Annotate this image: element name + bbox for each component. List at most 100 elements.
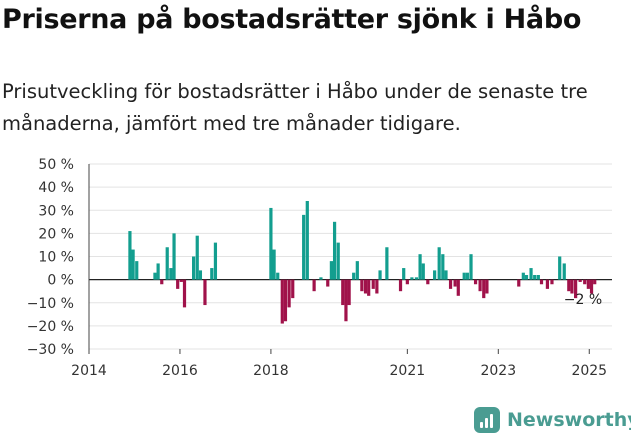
bar xyxy=(182,279,187,308)
bar xyxy=(371,279,375,289)
bar-chart: 50 % 40 % 30 % 20 % 10 % 0 % −10 % −20 % −30 % 20… xyxy=(27,157,612,379)
bar xyxy=(536,275,540,280)
bar xyxy=(287,279,291,308)
bar xyxy=(195,235,199,280)
bar xyxy=(355,261,359,280)
bar xyxy=(478,279,482,292)
bar xyxy=(410,277,414,280)
x-tick-label: 2016 xyxy=(162,363,198,379)
bar xyxy=(570,279,574,294)
y-tick-label: 50 % xyxy=(38,157,74,173)
bar xyxy=(462,272,466,280)
bar xyxy=(291,279,295,299)
bar xyxy=(402,268,406,280)
bar xyxy=(276,272,280,280)
bar xyxy=(465,272,469,280)
y-tick-label: 30 % xyxy=(38,203,74,219)
bar xyxy=(192,256,196,280)
bar xyxy=(521,272,525,280)
bar xyxy=(533,275,537,280)
bar xyxy=(165,247,169,280)
bar xyxy=(574,279,578,299)
newsworthy-logo: Newsworthy xyxy=(474,407,631,433)
bar xyxy=(347,279,351,306)
bar xyxy=(593,279,597,285)
bar xyxy=(210,268,214,280)
bar xyxy=(385,247,389,280)
bar xyxy=(319,277,323,280)
x-tick-label: 2014 xyxy=(71,363,107,379)
bar xyxy=(567,279,571,292)
bar xyxy=(539,279,544,285)
bar xyxy=(326,279,330,287)
bar xyxy=(272,249,276,280)
bar xyxy=(135,261,139,280)
bar xyxy=(469,254,473,280)
bar xyxy=(198,270,203,280)
bar xyxy=(341,279,345,306)
x-tick-label: 2025 xyxy=(571,363,607,379)
bar xyxy=(448,279,453,289)
bar xyxy=(302,214,306,280)
bar xyxy=(578,279,582,282)
bar xyxy=(550,279,554,285)
y-tick-label: −30 % xyxy=(27,342,74,358)
y-tick-label: 10 % xyxy=(38,250,74,266)
bar xyxy=(441,254,445,280)
bar xyxy=(444,270,448,280)
bar xyxy=(545,279,550,289)
bar xyxy=(586,279,590,289)
bar xyxy=(398,279,403,292)
bar xyxy=(378,270,382,280)
bar xyxy=(562,263,566,280)
bar xyxy=(283,279,288,322)
bar xyxy=(352,272,356,280)
bar xyxy=(529,268,533,280)
logo-text: Newsworthy xyxy=(507,409,631,431)
y-tick-label: 40 % xyxy=(38,180,74,196)
bar xyxy=(363,279,368,294)
bar xyxy=(305,201,309,280)
bar xyxy=(131,249,135,280)
bar xyxy=(213,242,218,280)
bar xyxy=(360,279,364,292)
bar xyxy=(517,279,521,287)
bar xyxy=(453,279,457,287)
bar xyxy=(332,221,337,280)
y-tick-label: −10 % xyxy=(27,296,74,312)
bar xyxy=(269,207,273,280)
x-tick-label: 2021 xyxy=(390,363,426,379)
bar xyxy=(524,275,529,280)
y-tick-label: 0 % xyxy=(47,273,74,289)
y-tick-label: −20 % xyxy=(27,319,74,335)
bar xyxy=(589,279,594,294)
bar xyxy=(329,261,333,280)
bar xyxy=(558,256,562,280)
chart-subtitle: Prisutveckling för bostadsrätter i Håbo … xyxy=(2,80,588,135)
bar xyxy=(473,279,478,285)
bar xyxy=(203,279,207,306)
bar xyxy=(583,279,587,285)
annotation-label: −2 % xyxy=(564,292,602,308)
bar xyxy=(179,279,183,282)
bar xyxy=(426,279,430,285)
bar xyxy=(160,279,164,285)
chart-title: Priserna på bostadsrätter sjönk i Håbo xyxy=(2,4,582,35)
bar xyxy=(344,279,348,322)
bar xyxy=(312,279,316,292)
bar xyxy=(176,279,180,289)
bar xyxy=(433,270,437,280)
bar xyxy=(414,277,419,280)
bar xyxy=(172,233,176,280)
bar xyxy=(128,231,132,280)
bar xyxy=(456,279,460,296)
bar xyxy=(482,279,486,299)
bar xyxy=(367,279,371,296)
x-tick-label: 2023 xyxy=(480,363,516,379)
bar xyxy=(421,263,425,280)
bar xyxy=(169,268,173,280)
bar xyxy=(375,279,379,294)
bar xyxy=(418,254,422,280)
newsworthy-logo-icon xyxy=(474,407,500,433)
bar xyxy=(336,242,340,280)
